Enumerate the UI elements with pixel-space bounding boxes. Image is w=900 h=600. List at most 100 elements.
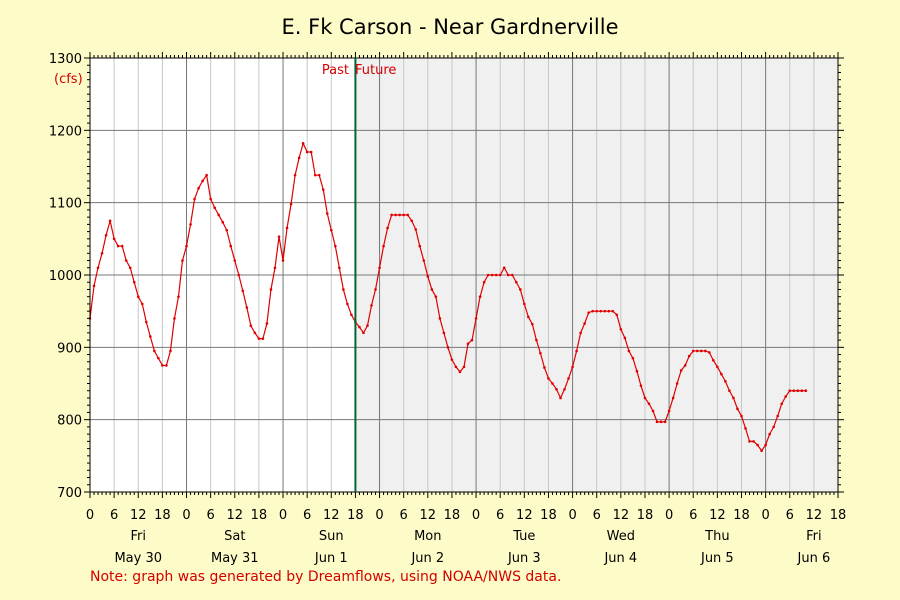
flow-data-point: [197, 186, 200, 190]
flow-data-point: [257, 337, 261, 340]
flow-data-point: [213, 206, 216, 210]
x-tick-label: 18: [154, 508, 171, 523]
flow-data-point: [321, 188, 325, 191]
flow-data-point: [245, 306, 249, 309]
flow-data-point: [772, 425, 775, 429]
day-date-label: May 30: [114, 551, 162, 566]
flow-data-point: [744, 427, 747, 430]
x-tick-label: 0: [279, 508, 287, 523]
flow-data-point: [647, 402, 651, 406]
flow-data-point: [675, 382, 679, 385]
flow-data-point: [760, 449, 763, 453]
flow-data-point: [128, 266, 132, 270]
day-name-label: Tue: [512, 529, 535, 544]
x-tick-label: 12: [420, 508, 437, 523]
flow-data-point: [442, 331, 446, 335]
flow-data-point: [108, 219, 112, 223]
flow-data-point: [394, 213, 397, 217]
flow-data-point: [362, 331, 365, 335]
flow-data-point: [478, 295, 482, 299]
flow-data-point: [671, 396, 675, 400]
flow-data-point: [728, 389, 731, 393]
flow-data-point: [281, 259, 285, 262]
x-tick-label: 18: [347, 508, 364, 523]
flow-data-point: [430, 288, 434, 291]
flow-data-point: [551, 382, 554, 385]
flow-data-point: [631, 356, 635, 360]
day-name-label: Thu: [704, 529, 729, 544]
flow-data-point: [406, 213, 409, 217]
flow-data-point: [667, 409, 671, 413]
flow-data-point: [486, 273, 490, 277]
flow-data-point: [571, 365, 574, 369]
flow-data-point: [494, 273, 498, 277]
flow-data-point: [539, 351, 542, 355]
flow-data-point: [390, 213, 393, 217]
flow-data-point: [708, 351, 711, 354]
flow-data-point: [253, 331, 257, 335]
x-tick-label: 18: [540, 508, 557, 523]
flow-data-point: [683, 364, 687, 367]
flow-data-point: [185, 244, 188, 248]
flow-data-point: [422, 259, 426, 262]
flow-data-point: [502, 266, 506, 270]
y-tick-label: 1300: [49, 52, 82, 67]
flow-data-point: [414, 228, 418, 231]
flow-data-point: [804, 389, 808, 393]
x-tick-label: 18: [444, 508, 461, 523]
chart-title: E. Fk Carson - Near Gardnerville: [282, 15, 619, 39]
flow-data-point: [145, 320, 148, 324]
flow-data-point: [784, 395, 788, 398]
flow-data-point: [374, 288, 377, 291]
flow-data-point: [342, 288, 345, 291]
x-tick-label: 12: [516, 508, 533, 523]
day-name-label: Sun: [319, 529, 344, 544]
flow-data-point: [527, 315, 530, 319]
flow-data-point: [378, 266, 381, 270]
flow-data-point: [410, 219, 414, 223]
flow-data-point: [161, 364, 164, 367]
day-name-label: Sat: [224, 529, 245, 544]
x-tick-label: 6: [786, 508, 794, 523]
x-tick-label: 0: [665, 508, 673, 523]
flow-data-point: [233, 259, 237, 262]
flow-data-point: [543, 366, 546, 369]
flow-data-point: [643, 396, 647, 400]
flow-data-point: [458, 370, 462, 374]
flow-data-point: [703, 349, 707, 353]
flow-data-point: [579, 331, 582, 335]
flow-data-point: [112, 237, 116, 241]
flow-data-point: [136, 295, 140, 299]
x-tick-label: 12: [806, 508, 823, 523]
flow-data-point: [619, 327, 623, 331]
flow-data-point: [269, 288, 273, 291]
x-tick-label: 18: [830, 508, 847, 523]
flow-data-point: [679, 369, 683, 372]
x-tick-label: 12: [227, 508, 244, 523]
flow-data-point: [205, 173, 208, 177]
x-tick-label: 6: [303, 508, 311, 523]
flow-data-point: [157, 356, 160, 360]
flow-data-point: [695, 349, 699, 353]
flow-data-point: [736, 407, 739, 411]
x-tick-label: 6: [400, 508, 408, 523]
flow-data-point: [317, 173, 321, 177]
flow-data-point: [768, 432, 771, 436]
flow-data-point: [329, 228, 333, 232]
flow-data-point: [116, 244, 120, 248]
flow-data-point: [301, 142, 305, 145]
x-tick-label: 12: [709, 508, 726, 523]
flow-data-point: [382, 244, 385, 248]
flow-data-point: [519, 288, 522, 291]
day-name-label: Fri: [806, 529, 822, 544]
flow-data-point: [100, 252, 104, 255]
x-tick-label: 0: [86, 508, 94, 523]
flow-data-point: [446, 346, 450, 349]
flow-data-point: [659, 420, 663, 424]
flow-data-point: [607, 309, 611, 313]
x-tick-label: 6: [689, 508, 697, 523]
flow-data-point: [567, 377, 570, 380]
flow-data-point: [140, 302, 144, 306]
y-tick-label: 800: [57, 414, 82, 429]
flow-data-point: [229, 244, 233, 248]
